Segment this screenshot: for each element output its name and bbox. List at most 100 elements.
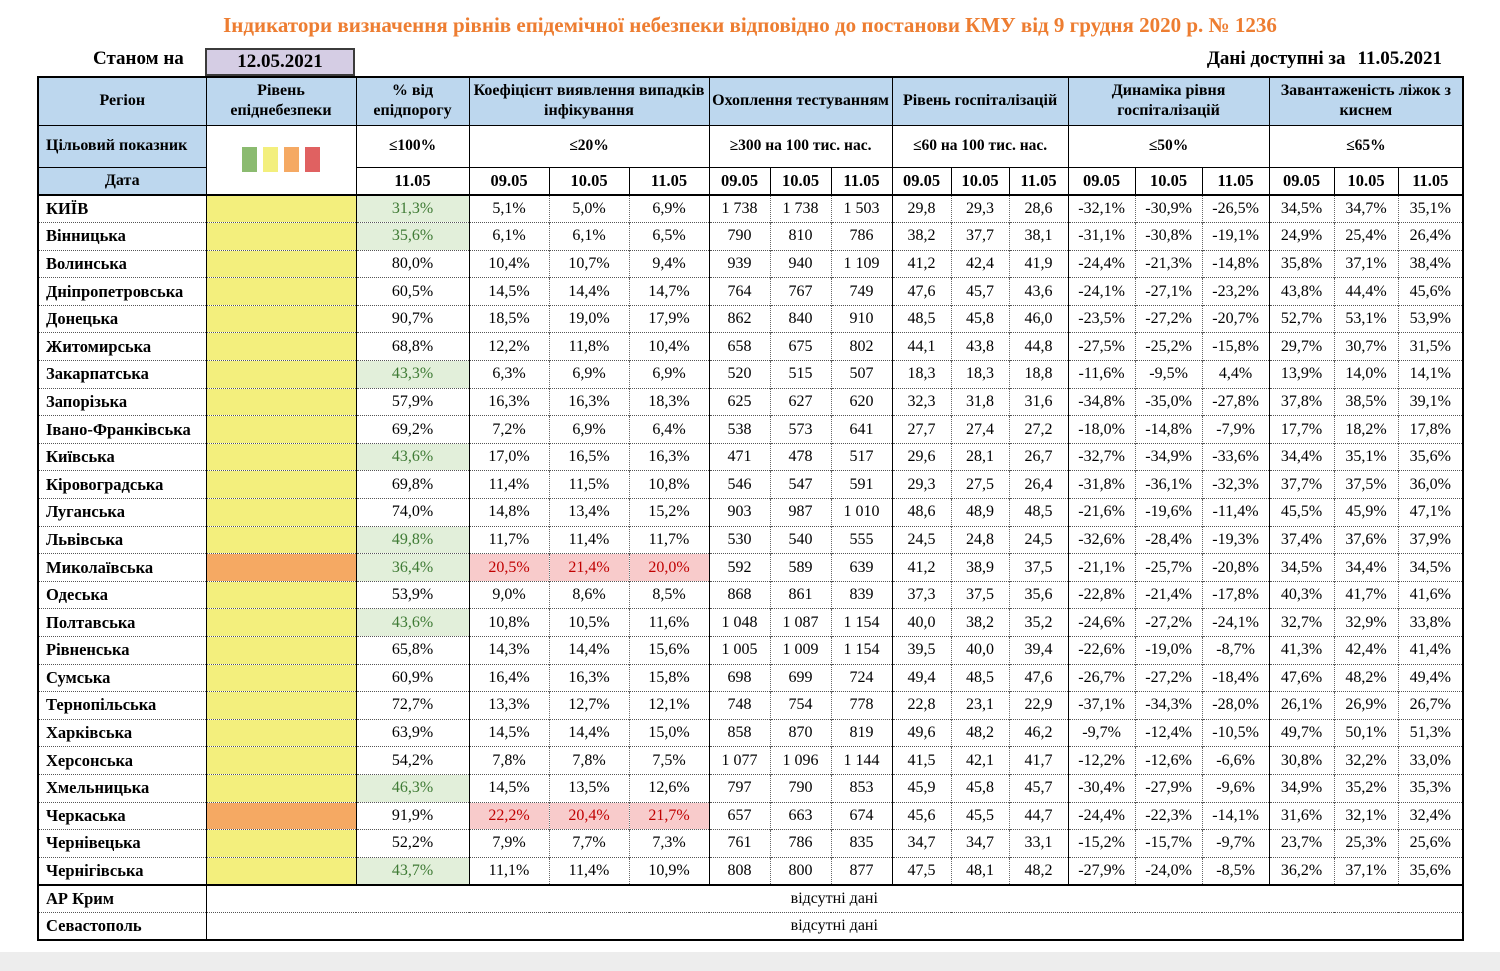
detection-value: 16,3% [548, 663, 629, 692]
beds-value: 52,7% [1268, 304, 1335, 333]
dynamics-value: -34,9% [1134, 442, 1203, 471]
testing-value: 658 [708, 332, 771, 361]
detection-value: 14,5% [468, 277, 549, 306]
pct-of-threshold-value: 60,9% [355, 663, 469, 692]
testing-value: 800 [769, 856, 832, 885]
dynamics-value: -18,4% [1201, 663, 1270, 692]
detection-value: 8,6% [548, 580, 629, 609]
dynamics-value: -32,3% [1201, 470, 1270, 499]
epidemic-level-cell [206, 773, 357, 803]
testing-value: 748 [708, 691, 771, 720]
testing-value: 627 [769, 387, 832, 416]
legend-bar-red [305, 147, 320, 173]
beds-value: 35,1% [1397, 194, 1464, 223]
testing-value: 520 [708, 360, 771, 389]
beds-value: 26,9% [1333, 691, 1399, 720]
hospitalization-value: 27,5 [950, 470, 1010, 499]
beds-value: 36,0% [1397, 470, 1464, 499]
epidemic-level-cell [206, 580, 357, 609]
table-row: Львівська 49,8% 11,7% 11,4% 11,7% 530 540 555 24… [38, 525, 1464, 554]
dynamics-value: -27,5% [1067, 332, 1136, 361]
col-group-testing-coverage: Охоплення тестуванням [708, 76, 893, 126]
table-row: Одеська 53,9% 9,0% 8,6% 8,5% 868 861 839 37,3 37,… [38, 580, 1464, 609]
pct-of-threshold-value: 65,8% [355, 636, 469, 665]
beds-value: 37,5% [1333, 470, 1399, 499]
beds-value: 51,3% [1397, 718, 1464, 747]
dynamics-value: -37,1% [1067, 691, 1136, 720]
dynamics-value: -9,7% [1201, 829, 1270, 858]
detection-value: 7,8% [548, 746, 629, 775]
detection-value: 14,3% [468, 636, 549, 665]
testing-value: 767 [769, 277, 832, 306]
detection-value: 10,8% [468, 608, 549, 637]
dynamics-value: -27,9% [1067, 856, 1136, 885]
hospitalization-value: 47,6 [1008, 663, 1069, 692]
detection-value: 12,6% [628, 773, 710, 803]
detection-value: 20,5% [468, 553, 549, 582]
epidemic-level-cell [206, 194, 357, 223]
detection-value: 11,4% [468, 470, 549, 499]
testing-value: 808 [708, 856, 771, 885]
hospitalization-value: 49,6 [891, 718, 952, 747]
detection-value: 11,6% [628, 608, 710, 637]
beds-value: 32,2% [1333, 746, 1399, 775]
beds-value: 37,9% [1397, 525, 1464, 554]
pct-of-threshold-value: 60,5% [355, 277, 469, 306]
detection-value: 6,3% [468, 360, 549, 389]
region-name: АР Крим [38, 883, 207, 913]
testing-value: 1 077 [708, 746, 771, 775]
dynamics-value: -32,7% [1067, 442, 1136, 471]
sub-header: Станом на 12.05.2021 Дані доступні за 11.… [0, 38, 1500, 76]
epidemic-level-cell [206, 387, 357, 416]
no-data-cell: відсутні дані [205, 911, 1464, 940]
detection-value: 16,3% [468, 387, 549, 416]
beds-value: 29,7% [1268, 332, 1335, 361]
hospitalization-value: 45,6 [891, 801, 952, 830]
dynamics-value: -32,6% [1067, 525, 1136, 554]
testing-value: 862 [708, 304, 771, 333]
dynamics-value: -19,3% [1201, 525, 1270, 554]
testing-value: 940 [769, 249, 832, 278]
region-name: Херсонська [38, 746, 207, 775]
dynamics-value: -20,7% [1201, 304, 1270, 333]
date-header: 11.05 [355, 166, 470, 196]
beds-value: 41,6% [1397, 580, 1464, 609]
dynamics-value: -22,3% [1134, 801, 1203, 830]
hospitalization-value: 29,6 [891, 442, 952, 471]
detection-value: 21,7% [628, 801, 710, 830]
bottom-strip [0, 952, 1500, 971]
beds-value: 38,5% [1333, 387, 1399, 416]
beds-value: 26,7% [1397, 691, 1464, 720]
dynamics-value: -32,1% [1067, 194, 1136, 223]
hospitalization-value: 44,1 [891, 332, 952, 361]
dynamics-value: -26,7% [1067, 663, 1136, 692]
detection-value: 16,3% [548, 387, 629, 416]
hospitalization-value: 48,5 [891, 304, 952, 333]
table-row: Запорізька 57,9% 16,3% 16,3% 18,3% 625 627 620 3… [38, 387, 1464, 416]
beds-value: 38,4% [1397, 249, 1464, 278]
hospitalization-value: 47,5 [891, 856, 952, 885]
detection-value: 6,1% [548, 222, 629, 251]
testing-value: 987 [769, 498, 832, 527]
region-name: Волинська [38, 249, 207, 278]
epidemic-level-cell [206, 553, 357, 582]
detection-value: 14,4% [548, 636, 629, 665]
dynamics-value: -24,6% [1067, 608, 1136, 637]
dynamics-value: -19,1% [1201, 222, 1270, 251]
epidemic-level-legend [205, 124, 357, 196]
table-row: Житомирська 68,8% 12,2% 11,8% 10,4% 658 675 802… [38, 332, 1464, 361]
detection-value: 7,2% [468, 415, 549, 444]
col-group-hospitalization-dynamics: Динаміка рівня госпіталізацій [1067, 76, 1270, 126]
beds-value: 49,4% [1397, 663, 1464, 692]
beds-value: 36,2% [1268, 856, 1335, 885]
dynamics-value: -22,6% [1067, 636, 1136, 665]
hospitalization-value: 45,8 [950, 773, 1010, 803]
epidemic-level-cell [206, 498, 357, 527]
dynamics-value: -27,1% [1134, 277, 1203, 306]
region-name: Івано-Франківська [38, 415, 207, 444]
hospitalization-value: 42,4 [950, 249, 1010, 278]
detection-value: 6,4% [628, 415, 710, 444]
dynamics-value: -25,7% [1134, 553, 1203, 582]
detection-value: 16,5% [548, 442, 629, 471]
